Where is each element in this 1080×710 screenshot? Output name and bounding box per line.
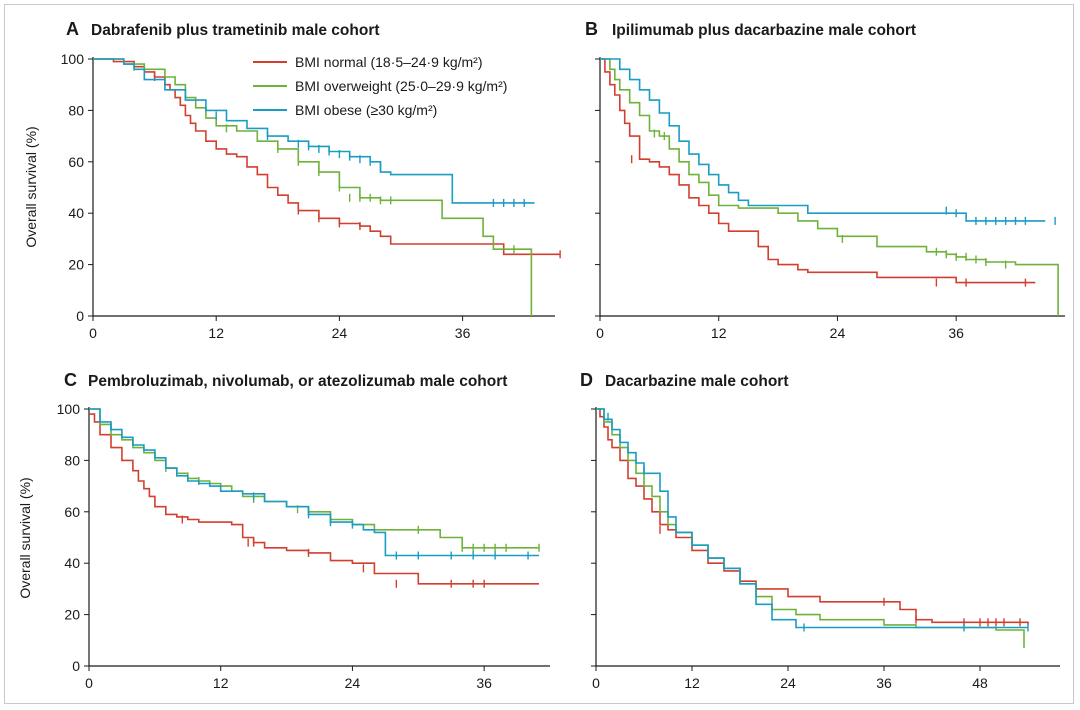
panel-b-x-tick-label: 36 [948,325,964,341]
panel-c-series-overweight [89,408,539,549]
panel-d-series-obese [596,408,1028,629]
panel-c-y-tick-label: 20 [64,607,80,623]
panel-c-y-tick-label: 100 [57,401,81,417]
panel-a-x-tick-label: 0 [89,325,97,341]
panel-d-x-tick-label: 36 [876,675,892,691]
panel-c-x-tick-label: 12 [213,675,229,691]
panel-d-x-tick-label: 12 [684,675,700,691]
panel-d-series-normal [596,408,1029,625]
panel-d-x-tick-label: 48 [972,675,988,691]
panel-b-series-overweight [600,58,1059,316]
panel-b-letter: B [585,19,598,39]
panel-d-x-tick-label: 24 [780,675,796,691]
panel-b-title: Ipilimumab plus dacarbazine male cohort [612,22,916,39]
panel-a-x-tick-label: 12 [208,325,224,341]
legend: BMI normal (18·5–24·9 kg/m²) BMI overwei… [253,54,507,118]
panel-c-y-axis-label: Overall survival (%) [17,477,33,598]
panel-c-x-tick-label: 0 [85,675,93,691]
panel-a: 0 20 40 60 80 100 0 12 24 36 [61,51,561,341]
panel-c-y-tick-label: 60 [64,504,80,520]
legend-label-obese: BMI obese (≥30 kg/m²) [295,102,437,118]
panel-b-x-tick-label: 0 [596,325,604,341]
chart-panels: 0 20 40 60 80 100 0 12 24 36 0 12 24 36 0 20 40 60 80 100 0 1… [57,51,1065,691]
panel-c-x-tick-label: 36 [476,675,492,691]
panel-a-series-overweight [93,58,533,316]
panel-c-x-tick-label: 24 [345,675,361,691]
panel-a-title: Dabrafenib plus trametinib male cohort [91,22,380,39]
panel-a-x-tick-label: 36 [455,325,471,341]
panel-c-y-tick-label: 40 [64,555,80,571]
figure-frame [4,4,1074,704]
panel-b-series-obese [600,58,1046,222]
panel-a-y-tick-label: 60 [68,154,84,170]
panel-a-y-tick-label: 100 [61,51,85,67]
panel-b: 0 12 24 36 [595,57,1065,341]
panel-c-title: Pembroluzimab, nivolumab, or atezolizuma… [88,373,507,390]
legend-label-normal: BMI normal (18·5–24·9 kg/m²) [295,54,483,70]
panel-c: 0 20 40 60 80 100 0 12 24 36 [57,401,550,691]
panel-d-x-tick-label: 0 [592,675,600,691]
panel-c-y-tick-label: 0 [72,658,80,674]
panel-a-x-tick-label: 24 [332,325,348,341]
panel-c-letter: C [64,370,77,390]
panel-a-y-tick-label: 40 [68,205,84,221]
panel-b-series-normal [600,58,1036,284]
panel-c-y-tick-label: 80 [64,452,80,468]
panel-b-x-tick-label: 24 [830,325,846,341]
legend-label-overweight: BMI overweight (25·0–29·9 kg/m²) [295,78,507,94]
panel-a-y-tick-label: 20 [68,257,84,273]
panel-b-x-tick-label: 12 [711,325,727,341]
panel-a-letter: A [66,19,79,39]
panel-a-y-axis-label: Overall survival (%) [23,126,39,247]
panel-a-y-tick-label: 80 [68,102,84,118]
panel-d: 0 12 24 36 48 [591,407,1060,691]
panel-d-title: Dacarbazine male cohort [605,373,788,390]
panel-a-y-tick-label: 0 [76,308,84,324]
panel-c-series-normal [89,413,539,585]
panel-c-series-obese [89,408,539,557]
panel-d-letter: D [580,370,593,390]
